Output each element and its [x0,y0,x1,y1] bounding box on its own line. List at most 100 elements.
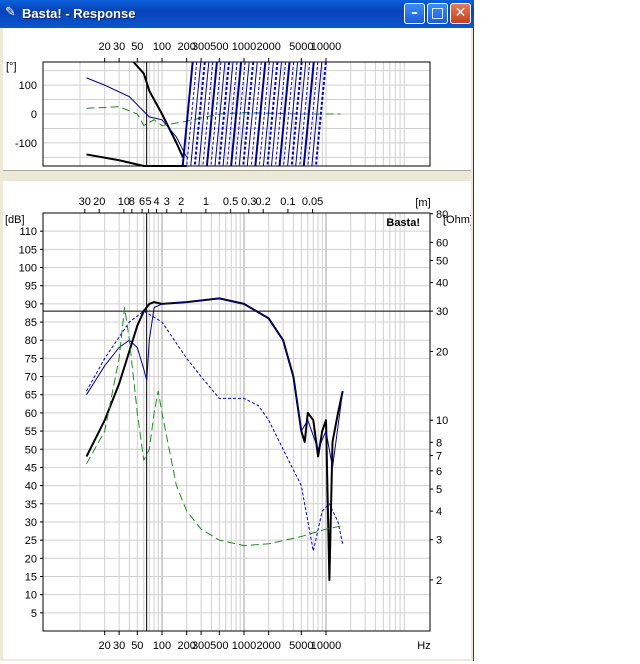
phase-series-2 [86,77,188,158]
phase-wrap-line [302,61,315,167]
meter-tick: 1 [203,196,209,208]
db-tick: 20 [25,553,37,565]
ohm-tick: 8 [436,437,442,449]
phase-wrap-line [186,61,198,167]
phase-x-tick: 500 [210,41,228,53]
phase-x-tick: 50 [131,41,143,53]
db-tick: 15 [25,571,37,583]
db-tick: 10 [25,590,37,602]
phase-wrap-line [287,61,299,167]
phase-unit-label: [°] [6,61,17,73]
hz-tick: 500 [210,640,228,652]
db-tick: 80 [25,335,37,347]
ohm-tick: 3 [436,535,442,547]
phase-wrap-line [246,61,258,167]
meter-tick: 10 [118,196,130,208]
phase-wrap-line [238,61,250,167]
phase-x-tick: 30 [113,41,125,53]
phase-y-tick: -100 [15,138,37,150]
hz-tick: 50 [131,640,143,652]
phase-wrap-line [218,61,231,167]
hz-tick: 20 [99,640,111,652]
hz-tick: 200 [178,640,196,652]
close-button[interactable]: ✕ [450,3,471,24]
hz-unit-label: Hz [417,640,430,652]
phase-wrap-line [254,61,267,167]
meter-unit-label: [m] [415,197,430,209]
title-bar[interactable]: ✎ Basta! - Response – □ ✕ [0,0,474,28]
spl-grid [43,213,430,631]
phase-wrap-line [230,61,243,167]
ohm-tick: 2 [436,575,442,587]
phase-x-tick: 10000 [311,41,342,53]
ohm-tick: 5 [436,484,442,496]
ohm-tick: 30 [436,306,448,318]
phase-wrap-line [258,61,270,167]
db-unit-label: [dB] [5,214,25,226]
phase-wrap-line [226,61,238,167]
db-tick: 25 [25,535,37,547]
phase-x-tick: 5000 [289,41,313,53]
spl-pane: Basta! [dB] [Ohm] [m] Hz 110 105 100 95 90 85 80 75 7… [3,181,473,659]
phase-wrap-line [270,61,282,167]
phase-x-tick: 200 [178,41,196,53]
meter-tick: 0.5 [223,196,238,208]
hz-tick: 5000 [289,640,313,652]
spl-chart[interactable]: Basta![dB] [Ohm][m]Hz11010510095908580757… [3,181,473,659]
phase-wrap-line [234,61,246,167]
meter-tick: 0.05 [302,196,323,208]
ohm-tick: 7 [436,451,442,463]
spl-frame [42,212,431,632]
hz-tick: 100 [153,640,171,652]
phase-wrap-line [214,61,226,167]
db-tick: 30 [25,517,37,529]
ohm-unit-label: [Ohm] [443,214,471,226]
ohm-tick: 60 [436,237,448,249]
db-tick: 110 [19,226,37,238]
phase-wrap-line [190,61,202,167]
phase-series-0 [86,153,187,167]
maximize-button[interactable]: □ [427,3,448,24]
ohm-tick: 20 [436,346,448,358]
phase-wrap-line [262,61,274,167]
db-tick: 100 [19,263,37,275]
db-tick: 75 [25,353,37,365]
meter-tick: 30 [79,196,91,208]
phase-wrap-line [295,61,307,167]
db-tick: 95 [25,281,37,293]
phase-wrap-line [266,61,279,167]
meter-tick: 5 [146,196,152,208]
db-tick: 50 [25,444,37,456]
phase-wrap-line [283,61,295,167]
db-tick: 60 [25,408,37,420]
meter-tick: 6 [139,196,145,208]
spl-series-3 [86,307,343,547]
window-title: Basta! - Response [22,6,136,21]
phase-wrap-line [250,61,262,167]
phase-wrap-line [181,61,194,167]
meter-tick: 8 [129,196,135,208]
pen-icon: ✎ [5,5,16,20]
ohm-tick: 10 [436,415,448,427]
phase-wrap-line [210,61,222,167]
ohm-tick: 50 [436,255,448,267]
phase-wrap-line [314,61,327,167]
response-window: ✎ Basta! - Response – □ ✕ [°] 100 0 -100 20 3… [0,0,474,661]
db-tick: 35 [25,499,37,511]
hz-tick: 30 [113,640,125,652]
meter-tick: 0.2 [256,196,271,208]
spl-series-1 [86,297,344,468]
db-tick: 5 [31,608,37,620]
phase-wrap-line [242,61,255,167]
minimize-button[interactable]: – [404,3,425,24]
meter-tick: 2 [178,196,184,208]
ohm-tick: 6 [436,466,442,478]
db-tick: 40 [25,481,37,493]
hz-tick: 300 [192,640,210,652]
phase-y-tick: 0 [31,109,37,121]
ohm-tick: 80 [436,209,448,221]
phase-x-tick: 20 [99,41,111,53]
phase-wrap-line [278,61,291,167]
phase-x-tick: 2000 [256,41,280,53]
